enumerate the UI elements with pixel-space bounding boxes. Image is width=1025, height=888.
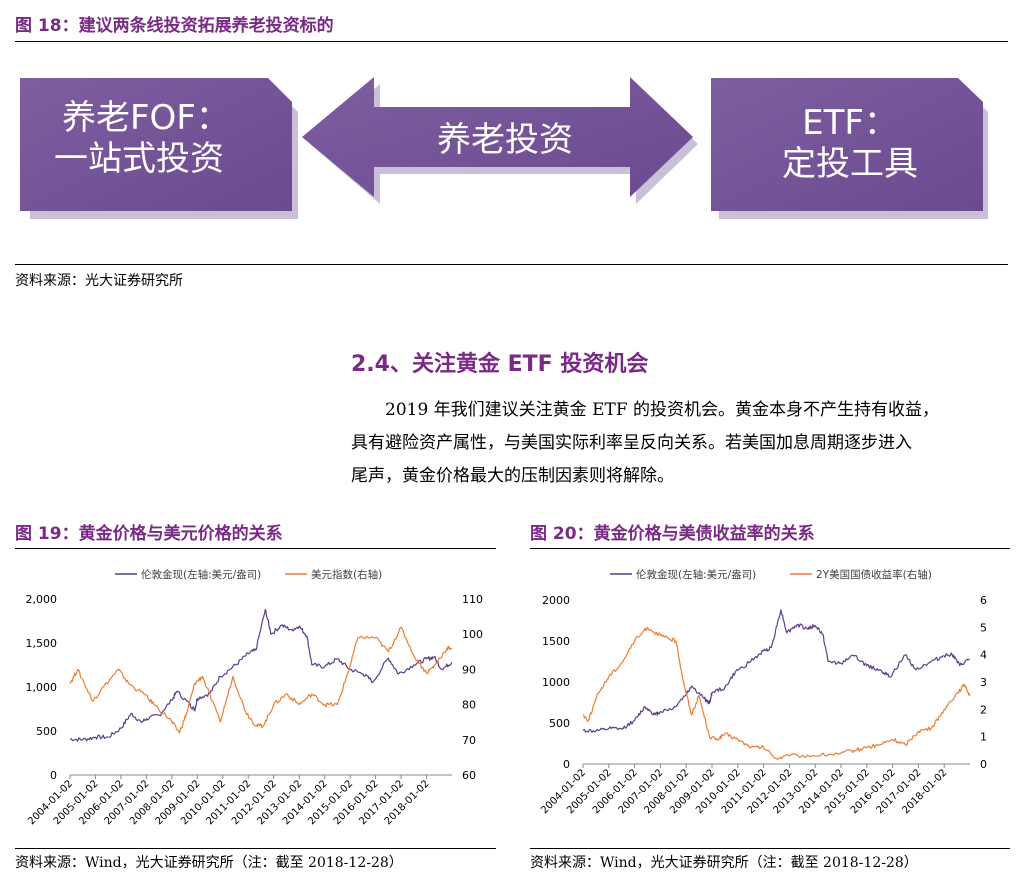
figure-20-top-rule	[530, 548, 1010, 549]
paragraph-line-1: 2019 年我们建议关注黄金 ETF 的投资机会。黄金本身不产生持有收益，	[385, 400, 940, 420]
y-right-tick-label: 6	[980, 594, 987, 607]
series-line-0	[69, 608, 453, 742]
center-arrow-label: 养老投资	[437, 120, 573, 160]
legend-label-1: 美元指数(右轴)	[311, 568, 382, 581]
y-left-tick-label: 1000	[542, 676, 570, 689]
double-arrow-shape	[302, 77, 698, 204]
y-right-tick-label: 4	[980, 649, 987, 662]
right-box-line1: ETF：	[802, 103, 898, 143]
figure-18-diagram	[20, 77, 988, 219]
legend-label-1: 2Y美国国债收益率(右轴)	[816, 568, 932, 581]
y-left-tick-label: 1,500	[26, 637, 58, 650]
left-box-shape	[20, 78, 298, 219]
left-box-text: 养老FOF： 一站式投资	[40, 98, 280, 180]
series-line-0	[582, 609, 971, 733]
y-right-tick-label: 2	[980, 703, 987, 716]
figure-18-top-rule	[15, 41, 1008, 42]
figure-19-chart: 伦敦金现(左轴:美元/盎司) 美元指数(右轴) 0 500 1,000 1,500 2,00…	[26, 568, 484, 827]
y-left-tick-label: 1500	[542, 635, 570, 648]
center-arrow-text: 养老投资	[380, 120, 630, 161]
figure-20-source: 资料来源：Wind，光大证券研究所（注：截至 2018-12-28）	[530, 855, 918, 871]
figure-18-bottom-rule	[15, 264, 1008, 265]
y-left-tick-label: 0	[50, 769, 57, 782]
figure-20-bottom-rule	[530, 848, 1010, 849]
y-right-tick-label: 80	[462, 699, 476, 712]
y-left-tick-label: 1,000	[26, 681, 58, 694]
legend-label-0: 伦敦金现(左轴:美元/盎司)	[636, 568, 756, 581]
section-paragraph: 2019 年我们建议关注黄金 ETF 的投资机会。黄金本身不产生持有收益， 具有…	[351, 394, 1013, 493]
right-box-shape	[711, 78, 988, 219]
series-line-1	[69, 626, 453, 734]
legend-label-0: 伦敦金现(左轴:美元/盎司)	[141, 568, 261, 581]
y-right-tick-label: 5	[980, 621, 987, 634]
figure-18-title: 图 18：建议两条线投资拓展养老投资标的	[15, 16, 334, 36]
figure-19-source: 资料来源：Wind，光大证券研究所（注：截至 2018-12-28）	[15, 855, 403, 871]
y-right-tick-label: 60	[462, 769, 476, 782]
paragraph-line-2: 具有避险资产属性，与美国实际利率呈反向关系。若美国加息周期逐步进入	[351, 433, 912, 453]
figure-19-top-rule	[15, 548, 496, 549]
y-right-tick-label: 100	[462, 628, 483, 641]
y-right-tick-label: 0	[980, 758, 987, 771]
figure-19-bottom-rule	[15, 848, 496, 849]
y-right-tick-label: 3	[980, 676, 987, 689]
y-left-tick-label: 2000	[542, 594, 570, 607]
figure-20-title: 图 20：黄金价格与美债收益率的关系	[530, 524, 815, 544]
right-box-line2: 定投工具	[782, 143, 918, 184]
left-box-line2: 一站式投资	[54, 138, 224, 179]
section-heading: 2.4、关注黄金 ETF 投资机会	[351, 352, 649, 377]
y-right-tick-label: 1	[980, 731, 987, 744]
paragraph-line-3: 尾声，黄金价格最大的压制因素则将解除。	[351, 466, 674, 486]
y-left-tick-label: 2,000	[26, 593, 58, 606]
left-box-line1: 养老FOF：	[62, 98, 230, 138]
figure-20-chart: 伦敦金现(左轴:美元/盎司) 2Y美国国债收益率(右轴) 0 500 1000 1500 2…	[539, 568, 987, 816]
y-right-tick-label: 70	[462, 734, 476, 747]
y-right-tick-label: 110	[462, 593, 483, 606]
y-left-tick-label: 0	[563, 758, 570, 771]
y-left-tick-label: 500	[549, 717, 570, 730]
y-right-tick-label: 90	[462, 663, 476, 676]
figure-19-title: 图 19：黄金价格与美元价格的关系	[15, 524, 283, 544]
y-left-tick-label: 500	[36, 725, 57, 738]
right-box-text: ETF： 定投工具	[740, 103, 960, 185]
figure-18-source: 资料来源：光大证券研究所	[15, 273, 183, 289]
series-line-1	[582, 626, 971, 761]
